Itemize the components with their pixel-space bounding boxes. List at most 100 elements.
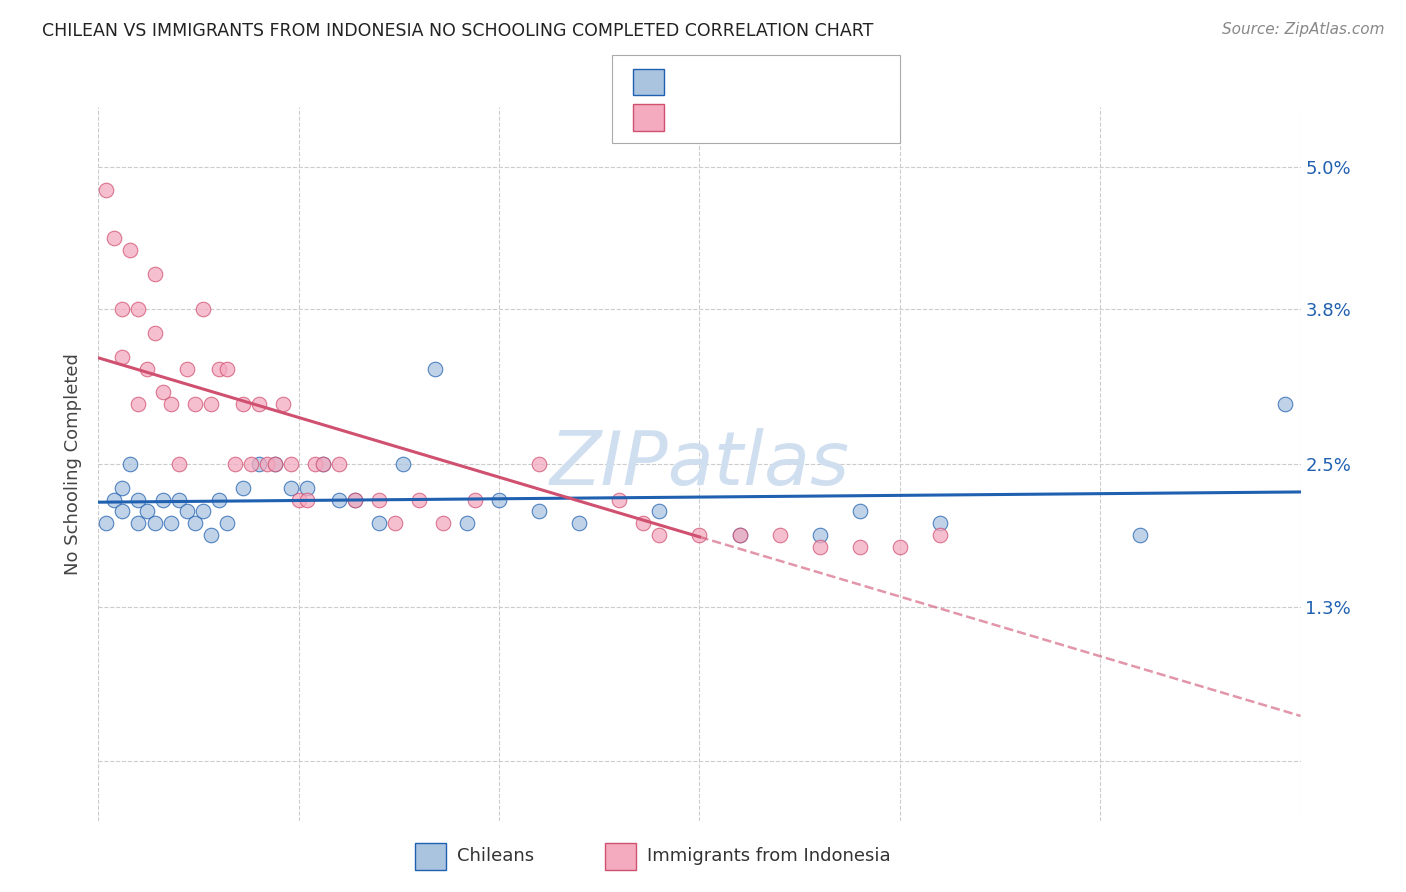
Point bbox=[183, 516, 205, 531]
Point bbox=[728, 528, 751, 542]
Point bbox=[288, 492, 311, 507]
Text: -0.071: -0.071 bbox=[714, 73, 779, 91]
Point bbox=[232, 481, 254, 495]
Point bbox=[159, 397, 181, 411]
Text: 49: 49 bbox=[813, 109, 838, 127]
Point bbox=[128, 516, 150, 531]
Point bbox=[143, 516, 166, 531]
Point bbox=[1274, 397, 1296, 411]
Point bbox=[343, 492, 366, 507]
Point bbox=[111, 504, 134, 518]
Point bbox=[295, 492, 318, 507]
Point bbox=[120, 243, 142, 257]
Point bbox=[143, 267, 166, 281]
Point bbox=[128, 397, 150, 411]
Point bbox=[408, 492, 430, 507]
Point bbox=[247, 457, 270, 471]
Point bbox=[368, 492, 391, 507]
Point bbox=[464, 492, 486, 507]
Point bbox=[529, 457, 551, 471]
Point bbox=[256, 457, 278, 471]
Point bbox=[529, 504, 551, 518]
Point bbox=[929, 528, 952, 542]
Point bbox=[432, 516, 454, 531]
Point bbox=[808, 528, 831, 542]
Point bbox=[689, 528, 711, 542]
Point bbox=[120, 457, 142, 471]
Text: 40: 40 bbox=[813, 73, 838, 91]
Point bbox=[368, 516, 391, 531]
Point bbox=[295, 481, 318, 495]
Text: R =: R = bbox=[675, 109, 714, 127]
Point bbox=[849, 540, 872, 554]
Point bbox=[328, 457, 350, 471]
Point bbox=[392, 457, 415, 471]
Point bbox=[208, 492, 231, 507]
Text: Source: ZipAtlas.com: Source: ZipAtlas.com bbox=[1222, 22, 1385, 37]
Point bbox=[328, 492, 350, 507]
Point bbox=[648, 528, 671, 542]
Point bbox=[224, 457, 246, 471]
Point bbox=[568, 516, 591, 531]
Point bbox=[889, 540, 911, 554]
Point bbox=[135, 361, 157, 376]
Point bbox=[280, 481, 302, 495]
Point bbox=[609, 492, 631, 507]
Point bbox=[271, 397, 294, 411]
Point bbox=[200, 528, 222, 542]
Point bbox=[191, 504, 214, 518]
Point bbox=[176, 504, 198, 518]
Point bbox=[423, 361, 446, 376]
Text: R =: R = bbox=[675, 73, 714, 91]
Point bbox=[488, 492, 510, 507]
Text: Chileans: Chileans bbox=[457, 847, 534, 865]
Point bbox=[263, 457, 285, 471]
Point bbox=[200, 397, 222, 411]
Point bbox=[232, 397, 254, 411]
Point bbox=[849, 504, 872, 518]
Point bbox=[191, 302, 214, 317]
Point bbox=[167, 492, 190, 507]
Point bbox=[312, 457, 335, 471]
Point bbox=[208, 361, 231, 376]
Point bbox=[103, 492, 125, 507]
Point bbox=[111, 302, 134, 317]
Point bbox=[128, 492, 150, 507]
Point bbox=[215, 516, 238, 531]
Point bbox=[159, 516, 181, 531]
Point bbox=[128, 302, 150, 317]
Text: CHILEAN VS IMMIGRANTS FROM INDONESIA NO SCHOOLING COMPLETED CORRELATION CHART: CHILEAN VS IMMIGRANTS FROM INDONESIA NO … bbox=[42, 22, 873, 40]
Point bbox=[167, 457, 190, 471]
Point bbox=[1129, 528, 1152, 542]
Point bbox=[96, 183, 118, 197]
Point bbox=[176, 361, 198, 376]
Point bbox=[247, 397, 270, 411]
Point bbox=[312, 457, 335, 471]
Point bbox=[456, 516, 478, 531]
Point bbox=[152, 385, 174, 400]
Point bbox=[96, 516, 118, 531]
Point bbox=[239, 457, 262, 471]
Text: N =: N = bbox=[763, 73, 821, 91]
Point bbox=[135, 504, 157, 518]
Y-axis label: No Schooling Completed: No Schooling Completed bbox=[65, 353, 83, 574]
Point bbox=[183, 397, 205, 411]
Point bbox=[384, 516, 406, 531]
Point bbox=[769, 528, 792, 542]
Point bbox=[152, 492, 174, 507]
Point bbox=[263, 457, 285, 471]
Point bbox=[304, 457, 326, 471]
Point bbox=[929, 516, 952, 531]
Text: Immigrants from Indonesia: Immigrants from Indonesia bbox=[647, 847, 890, 865]
Point bbox=[280, 457, 302, 471]
Text: ZIPatlas: ZIPatlas bbox=[550, 428, 849, 500]
Text: N =: N = bbox=[763, 109, 821, 127]
Point bbox=[111, 481, 134, 495]
Point bbox=[143, 326, 166, 340]
Text: -0.174: -0.174 bbox=[714, 109, 779, 127]
Point bbox=[215, 361, 238, 376]
Point bbox=[111, 350, 134, 364]
Point bbox=[343, 492, 366, 507]
Point bbox=[648, 504, 671, 518]
Point bbox=[103, 231, 125, 245]
